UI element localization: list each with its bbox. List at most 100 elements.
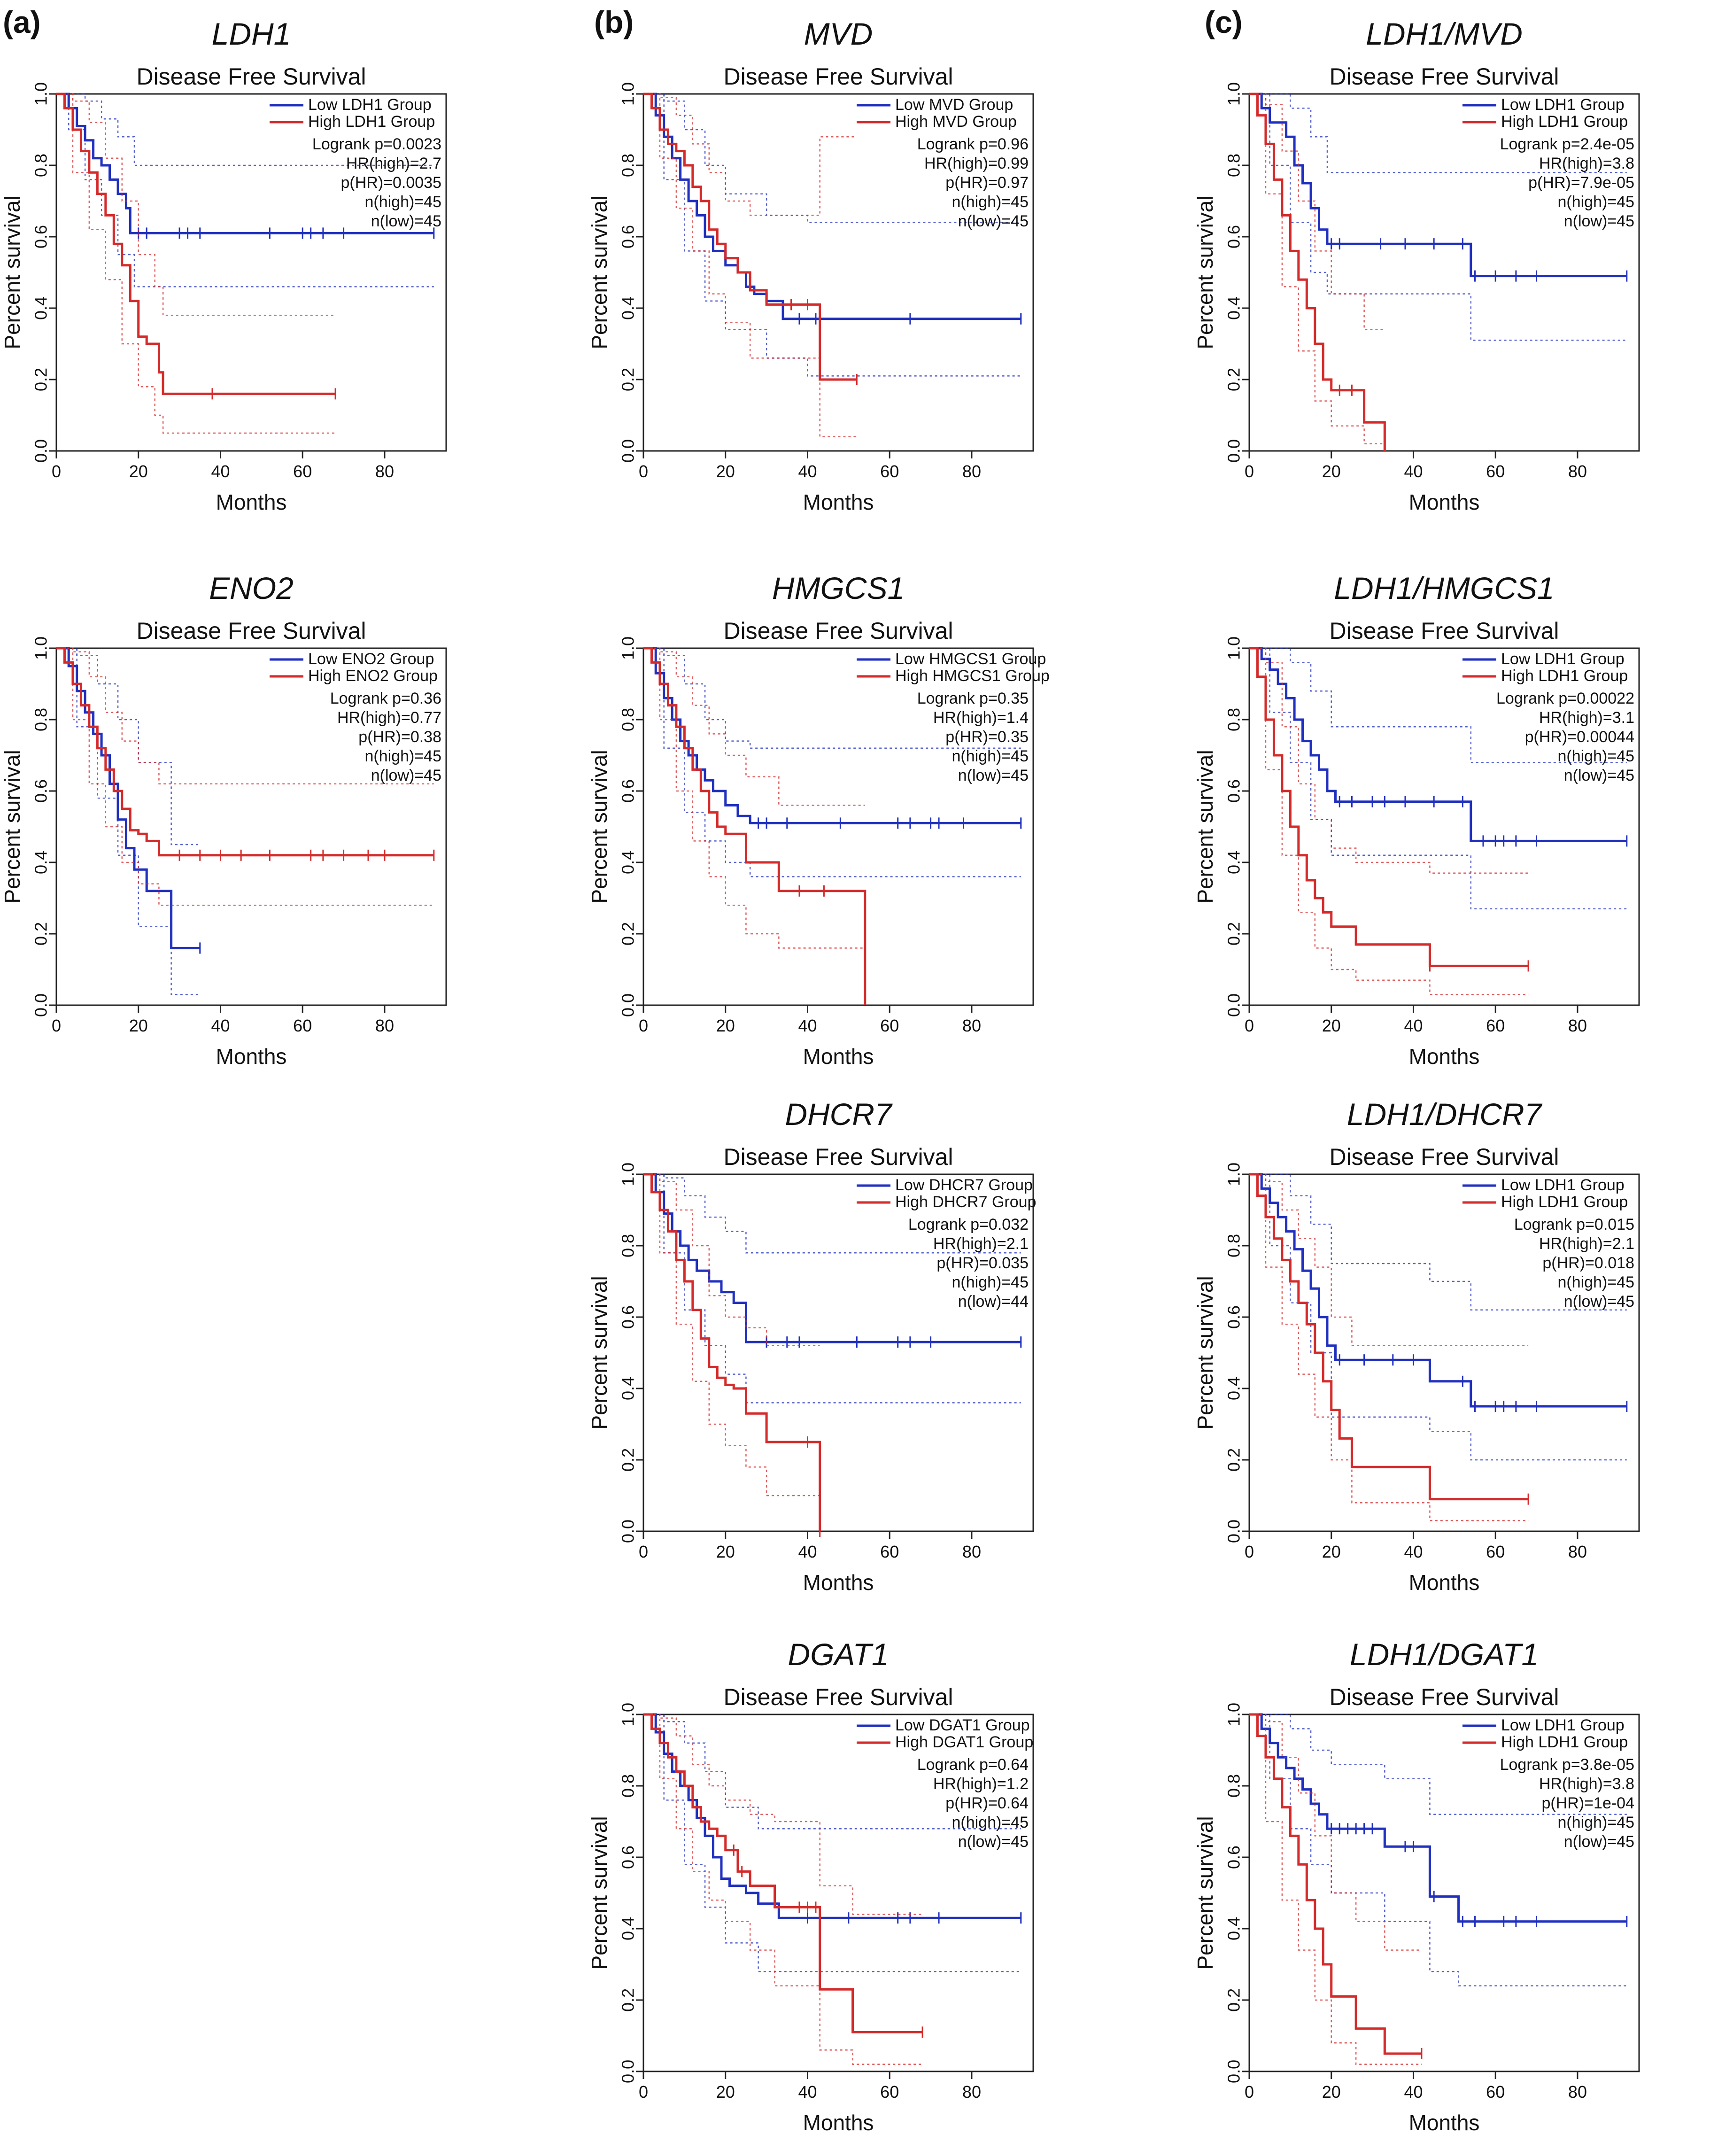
ci-lower-line xyxy=(643,647,865,949)
ci-upper-line xyxy=(643,1714,923,1915)
y-tick-label: 0.2 xyxy=(619,922,638,946)
plot-title: Disease Free Survival xyxy=(1329,618,1559,644)
y-tick-label: 0.6 xyxy=(619,225,638,248)
ci-upper-line xyxy=(56,93,434,166)
ci-upper-line xyxy=(1249,1714,1422,1951)
survival-curve xyxy=(643,1173,821,1531)
x-tick-label: 40 xyxy=(798,1016,817,1035)
stat-line: n(low)=45 xyxy=(1564,212,1634,230)
y-tick-label: 0.4 xyxy=(31,296,51,320)
y-tick-label: 1.0 xyxy=(31,636,51,660)
stat-line: p(HR)=0.38 xyxy=(358,728,441,746)
x-axis-label: Months xyxy=(216,1044,287,1069)
ci-lower-line xyxy=(56,647,200,995)
stat-line: n(high)=45 xyxy=(364,747,441,765)
stat-line: n(low)=45 xyxy=(1564,1833,1634,1851)
legend-label: Low MVD Group xyxy=(895,96,1013,114)
y-tick-label: 1.0 xyxy=(1224,1163,1244,1186)
km-panel: LDH1/DGAT1 Disease Free Survival 0.0 0.2 0.4… xyxy=(1193,1637,1640,2135)
x-tick-label: 20 xyxy=(716,1016,735,1035)
y-tick-label: 0.6 xyxy=(619,779,638,803)
x-tick-label: 80 xyxy=(375,1016,394,1035)
stat-line: n(high)=45 xyxy=(1557,1814,1634,1831)
x-tick-label: 60 xyxy=(1486,2082,1505,2102)
plot-title: Disease Free Survival xyxy=(723,1144,953,1170)
x-tick-label: 80 xyxy=(962,2082,981,2102)
legend-label: High ENO2 Group xyxy=(308,667,438,685)
ci-lower-line xyxy=(1249,647,1627,910)
x-tick-label: 80 xyxy=(1568,1542,1587,1561)
x-tick-label: 40 xyxy=(1404,1016,1423,1035)
y-tick-label: 1.0 xyxy=(1224,636,1244,660)
y-tick-label: 0.4 xyxy=(619,1377,638,1400)
stat-line: p(HR)=0.018 xyxy=(1542,1254,1634,1272)
survival-curve xyxy=(1249,1713,1627,1923)
stat-line: p(HR)=0.64 xyxy=(945,1794,1029,1812)
y-tick-label: 0.0 xyxy=(619,439,638,463)
x-axis-label: Months xyxy=(803,2110,874,2135)
y-tick-label: 0.2 xyxy=(619,1448,638,1472)
legend-box xyxy=(1461,97,1635,136)
legend-label: High LDH1 Group xyxy=(1501,113,1628,131)
y-axis-label: Percent survival xyxy=(1193,1276,1217,1429)
survival-curve xyxy=(643,93,857,381)
ci-lower-line xyxy=(1249,647,1529,995)
y-tick-label: 0.8 xyxy=(619,1234,638,1257)
stat-line: HR(high)=2.7 xyxy=(346,155,441,172)
y-tick-label: 1.0 xyxy=(1224,82,1244,106)
ci-lower-line xyxy=(643,93,1021,377)
plot-title: Disease Free Survival xyxy=(723,63,953,90)
survival-curve xyxy=(1249,647,1627,842)
plot-frame xyxy=(642,647,1034,1006)
gene-title: LDH1 xyxy=(212,16,291,51)
x-tick-label: 0 xyxy=(639,1016,648,1035)
km-panel: LDH1/HMGCS1 Disease Free Survival 0.0 0.2 0.… xyxy=(1193,571,1640,1069)
x-tick-label: 20 xyxy=(1322,462,1341,481)
ci-lower-line xyxy=(56,93,434,287)
survival-curve xyxy=(1249,647,1529,967)
km-panel: LDH1 Disease Free Survival 0.0 0.2 0.4 0.6 0.8… xyxy=(0,16,447,514)
km-panel: MVD Disease Free Survival 0.0 0.2 0.4 0.6 0.8 1… xyxy=(587,16,1034,514)
y-tick-label: 0.8 xyxy=(1224,1774,1244,1798)
km-panel: DHCR7 Disease Free Survival 0.0 0.2 0.4 0.6 0.… xyxy=(587,1097,1036,1595)
gene-title: LDH1/HMGCS1 xyxy=(1334,571,1554,605)
stat-line: p(HR)=0.0035 xyxy=(340,174,441,192)
plot-title: Disease Free Survival xyxy=(1329,63,1559,90)
y-tick-label: 0.2 xyxy=(31,922,51,946)
legend-label: High HMGCS1 Group xyxy=(895,667,1050,685)
stat-line: p(HR)=0.035 xyxy=(936,1254,1029,1272)
x-tick-label: 60 xyxy=(293,462,312,481)
x-tick-label: 0 xyxy=(639,462,648,481)
ci-lower-line xyxy=(643,1714,923,2065)
x-tick-label: 20 xyxy=(716,462,735,481)
legend-box xyxy=(855,651,1029,690)
y-tick-label: 0.6 xyxy=(1224,1846,1244,1869)
ci-upper-line xyxy=(56,93,336,316)
ci-upper-line xyxy=(1249,93,1385,330)
x-tick-label: 80 xyxy=(962,1542,981,1561)
ci-lower-line xyxy=(56,93,336,434)
plot-title: Disease Free Survival xyxy=(1329,1684,1559,1710)
legend-label: High LDH1 Group xyxy=(308,113,435,131)
x-tick-label: 20 xyxy=(716,2082,735,2102)
y-tick-label: 0.6 xyxy=(1224,1305,1244,1329)
x-axis-label: Months xyxy=(803,1570,874,1595)
ci-upper-line xyxy=(1249,1714,1627,1815)
legend-box xyxy=(1461,1717,1635,1757)
legend-label: Low DGAT1 Group xyxy=(895,1716,1030,1734)
y-tick-label: 0.4 xyxy=(1224,296,1244,320)
km-panel: LDH1/MVD Disease Free Survival 0.0 0.2 0.4 0.… xyxy=(1193,16,1640,514)
y-tick-label: 0.2 xyxy=(1224,1448,1244,1472)
km-panel: LDH1/DHCR7 Disease Free Survival 0.0 0.2 0.4… xyxy=(1193,1097,1640,1595)
column-label-b: (b) xyxy=(594,5,634,39)
survival-curve xyxy=(643,1173,1021,1343)
stat-line: HR(high)=0.77 xyxy=(337,709,441,727)
survival-curve xyxy=(1249,1173,1529,1501)
y-tick-label: 0.0 xyxy=(1224,993,1244,1017)
stat-line: n(high)=45 xyxy=(1557,1273,1634,1291)
y-tick-label: 0.6 xyxy=(31,225,51,248)
plot-title: Disease Free Survival xyxy=(1329,1144,1559,1170)
stat-line: n(high)=45 xyxy=(952,747,1029,765)
ci-lower-line xyxy=(1249,1173,1529,1521)
